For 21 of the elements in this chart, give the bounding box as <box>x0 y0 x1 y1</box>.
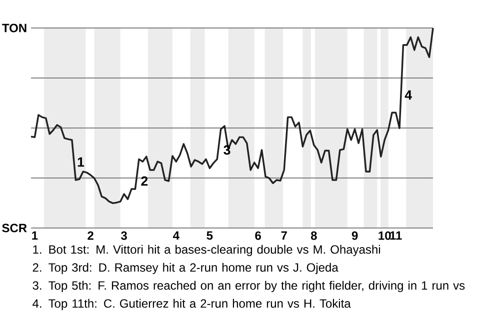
text: 3. Top 5th: F. Ramos reached on an error by the right fielder, driving in 1 run vs <box>32 280 465 292</box>
x-tick-label: 9 <box>352 231 358 240</box>
text: 1. Bot 1st: M. Vittori hit a bases-clearing double vs M. Ohayashi <box>33 244 380 256</box>
x-tick-label: 6 <box>255 231 261 240</box>
x-tick-label: 11 <box>390 231 402 240</box>
text: 4. Top 11th: C. Gutierrez hit a 2-run home run vs H. Tokita <box>32 298 351 310</box>
x-tick-label: 7 <box>281 231 287 240</box>
text: TON <box>2 24 26 32</box>
x-tick-label: 8 <box>310 231 317 240</box>
x-tick-label: 5 <box>206 231 213 240</box>
annotation: 1 <box>78 157 84 167</box>
x-tick-label: 2 <box>88 231 94 240</box>
x-tick-label: 4 <box>173 231 180 240</box>
x-tick-label: 10 <box>378 231 391 240</box>
text: 2. Top 3rd: D. Ramsey hit a 2-run home run vs J. Ojeda <box>32 262 338 274</box>
annotation: 4 <box>404 90 412 100</box>
x-tick-label: 1 <box>32 231 38 240</box>
annotation: 3 <box>224 145 230 155</box>
text: SCR <box>2 224 27 232</box>
annotation: 2 <box>141 176 148 186</box>
x-tick-label: 3 <box>120 231 127 240</box>
